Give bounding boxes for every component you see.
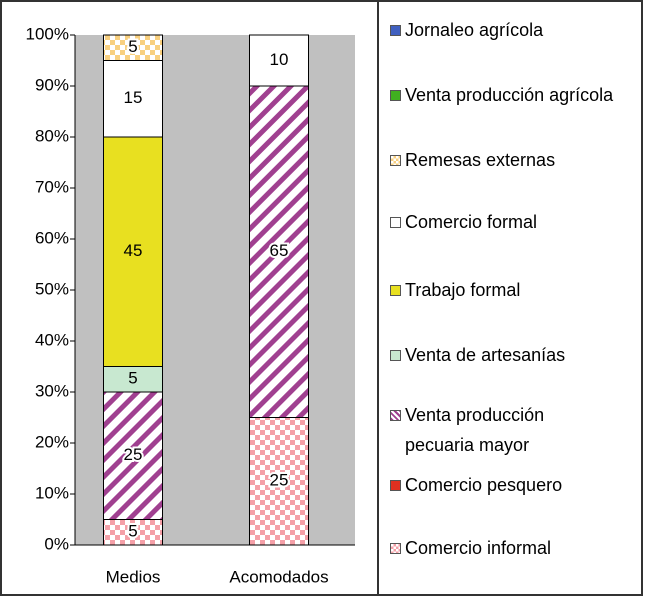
bar-segment — [103, 519, 163, 546]
legend-label: Jornaleo agrícola — [405, 20, 544, 40]
legend-swatch — [390, 350, 401, 361]
legend-label: Venta producción agrícola — [405, 85, 614, 105]
y-tick-label: 20% — [35, 432, 69, 451]
y-tick-label: 80% — [35, 126, 69, 145]
legend-swatch — [390, 217, 401, 228]
y-tick-label: 90% — [35, 75, 69, 94]
legend-label: Comercio informal — [405, 538, 552, 558]
legend-swatch — [390, 410, 401, 421]
bar-segment — [103, 34, 163, 61]
legend-swatch — [390, 285, 401, 296]
y-tick-label: 10% — [35, 483, 69, 502]
legend-label: Comercio pesquero — [405, 475, 563, 495]
y-tick-label: 50% — [35, 279, 69, 298]
legend-label: Remesas externas — [405, 150, 556, 170]
data-label: 5 — [128, 522, 137, 541]
legend-swatch — [390, 25, 401, 36]
legend-swatch — [390, 155, 401, 166]
legend-label: Venta producción pecuaria mayor — [405, 405, 545, 455]
legend-label: Trabajo formal — [405, 280, 521, 300]
legend-swatch — [390, 90, 401, 101]
y-tick-label: 60% — [35, 228, 69, 247]
data-label: 65 — [270, 241, 289, 260]
data-label: 15 — [124, 88, 143, 107]
legend-label: Venta de artesanías — [405, 345, 566, 365]
bar-segment — [249, 417, 309, 546]
bar-segment — [249, 34, 309, 87]
y-tick-label: 100% — [26, 24, 69, 43]
legend-swatch — [390, 543, 401, 554]
y-tick-label: 30% — [35, 381, 69, 400]
y-tick-label: 70% — [35, 177, 69, 196]
bar-segment — [103, 60, 163, 138]
data-label: 5 — [128, 37, 137, 56]
data-label: 25 — [270, 471, 289, 490]
data-label: 10 — [270, 50, 289, 69]
legend-swatch — [390, 480, 401, 491]
x-tick-label: Acomodados — [229, 567, 328, 586]
y-tick-label: 40% — [35, 330, 69, 349]
legend-label: Comercio formal — [405, 212, 538, 232]
bar-segment — [249, 85, 309, 418]
data-label: 5 — [128, 369, 137, 388]
x-tick-label: Medios — [106, 567, 161, 586]
data-label: 25 — [124, 445, 143, 464]
y-tick-label: 0% — [44, 534, 69, 553]
data-label: 45 — [124, 241, 143, 260]
bar-segment — [103, 136, 163, 367]
bar-segment — [103, 391, 163, 520]
